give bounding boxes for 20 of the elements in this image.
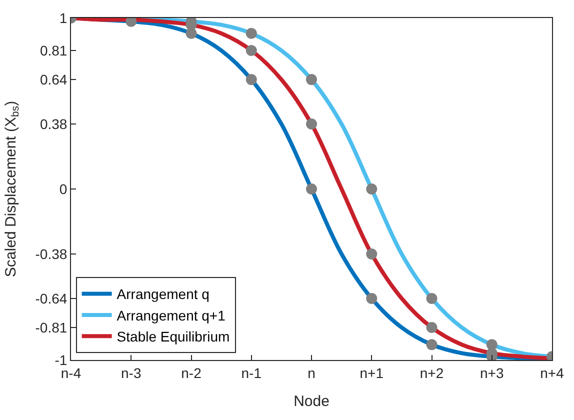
- legend-label: Arrangement q: [116, 286, 210, 302]
- y-tick-label: -0.81: [35, 319, 68, 336]
- y-tick-label: 1: [59, 10, 68, 26]
- x-tick-label: n+2: [420, 364, 444, 381]
- x-tick-label: n+1: [360, 364, 384, 381]
- legend-label: Stable Equilibrium: [116, 328, 230, 345]
- x-tick-label: n: [308, 364, 316, 381]
- x-axis-title: Node: [294, 392, 330, 410]
- x-tick-label: n+4: [540, 364, 564, 381]
- y-tick-label: 0.81: [40, 42, 68, 58]
- y-tick-label: -0.38: [35, 246, 68, 262]
- x-tick-label: n-2: [181, 364, 202, 381]
- x-tick-label: n-3: [121, 364, 142, 381]
- y-tick-label: 0.64: [40, 71, 68, 88]
- x-tick-label: n+3: [480, 364, 504, 381]
- y-tick-label: -0.64: [35, 290, 68, 306]
- y-tick-label: 0: [59, 180, 68, 197]
- legend-label: Arrangement q+1: [116, 307, 226, 324]
- y-tick-label: 0.38: [40, 116, 68, 132]
- x-tick-label: n-1: [241, 364, 262, 381]
